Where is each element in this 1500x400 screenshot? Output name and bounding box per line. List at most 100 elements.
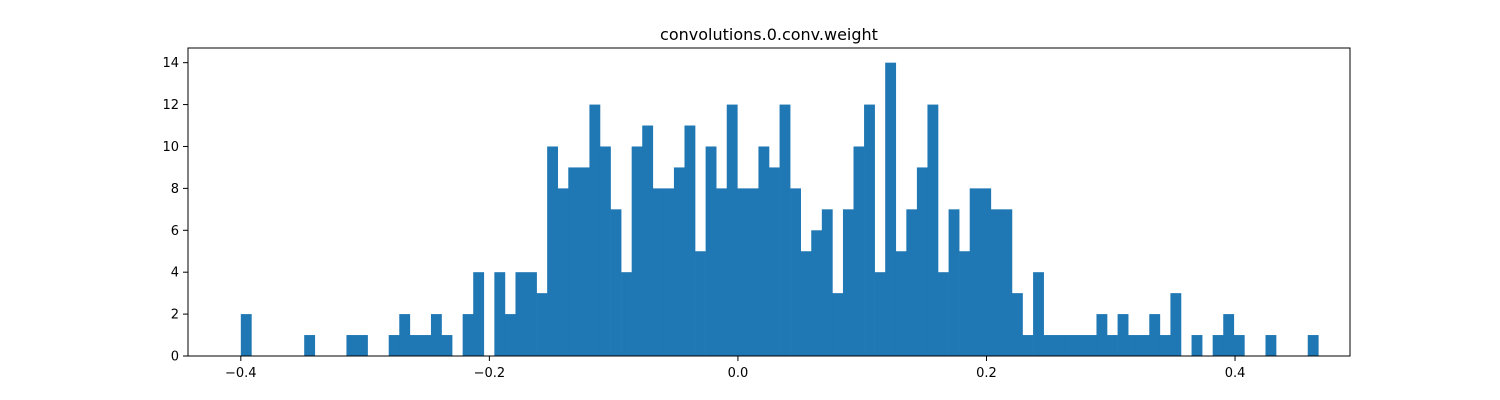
y-tick-label: 2 [171,308,179,323]
histogram-bar [832,293,844,356]
histogram-bar [599,146,611,356]
histogram-bar [747,188,759,356]
histogram-bar [526,272,537,356]
histogram-bar [1223,314,1235,356]
histogram-bar [938,272,949,356]
histogram-bar [811,230,823,356]
histogram-bar [1096,314,1108,356]
histogram-bar [1033,272,1044,356]
x-axis-ticks: −0.4 −0.2 0.0 0.2 0.4 [225,356,1245,381]
histogram-bar [1138,335,1150,356]
histogram-bar [504,314,516,356]
x-tick-label: −0.2 [474,366,506,381]
histogram-bar [980,188,992,356]
histogram-bar [441,335,453,356]
histogram-bar [1075,335,1087,356]
histogram-bar [610,209,622,356]
histogram-bar [853,146,865,356]
y-tick-label: 12 [162,98,179,113]
histogram-bar [895,251,907,356]
histogram-bar [1159,335,1171,356]
histogram-bar [716,188,728,356]
histogram-bar [642,125,654,357]
histogram-bar [1212,335,1224,356]
histogram-bar [388,335,400,356]
histogram-bar [758,146,770,356]
histogram-bar [589,104,601,356]
histogram-bar [864,104,875,356]
histogram-bar [346,335,358,356]
histogram-bar [800,251,812,356]
histogram-bar [578,167,590,356]
y-tick-label: 14 [162,56,179,71]
histogram-bar [1022,335,1034,356]
histogram-bar [631,146,643,356]
y-axis-ticks: 0 2 4 6 8 10 12 14 [162,56,188,365]
y-tick-label: 0 [171,350,179,365]
plot-area-frame [187,47,1351,357]
y-tick-label: 4 [171,266,179,281]
histogram-bar [948,209,960,356]
histogram-bar [399,314,411,356]
histogram-bar [462,314,474,356]
histogram-bar [885,62,897,357]
histogram-bar [684,125,696,357]
histogram-bar [1149,314,1161,356]
histogram-bar [726,104,738,356]
histogram-bar [769,167,780,356]
histogram-bar [1307,335,1319,356]
histogram-bar [1011,293,1023,356]
y-tick-label: 6 [171,224,179,239]
histogram-bar [1265,335,1277,356]
histogram-bar [652,188,664,356]
histogram-bar [842,209,854,356]
y-tick-label: 8 [171,182,179,197]
histogram-bar [1064,335,1076,356]
x-tick-label: 0.2 [976,366,997,381]
histogram-bar [916,167,928,356]
histogram-bar [409,335,421,356]
histogram-bar [240,314,252,356]
histogram-bar [547,146,559,356]
x-tick-label: 0.4 [1225,366,1246,381]
histogram-bar [927,104,939,356]
histogram-bars [240,62,1319,357]
histogram-bar [663,188,675,356]
histogram-bar [705,146,717,356]
histogram-bar [557,188,569,356]
histogram-bar [1085,335,1097,356]
histogram-bar [568,167,580,356]
histogram-bar [494,272,506,356]
histogram-bar [821,209,833,356]
histogram-bar [357,335,368,356]
histogram-bar [1043,335,1055,356]
histogram-bar [695,251,706,356]
histogram-bar [1170,293,1182,356]
x-tick-label: −0.4 [225,366,257,381]
histogram-bar [430,314,442,356]
histogram-bar [1117,314,1129,356]
histogram-bar [515,272,527,356]
histogram-bar [959,251,971,356]
histogram-bar [1128,335,1140,356]
y-tick-label: 10 [162,140,179,155]
histogram-bar [779,104,791,356]
histogram-bar [304,335,316,356]
histogram-bar [1001,209,1013,356]
histogram-bar [737,188,749,356]
histogram-bar [473,272,485,356]
chart-title: convolutions.0.conv.weight [660,25,878,44]
histogram-bar [990,209,1002,356]
histogram-bar [420,335,432,356]
histogram-bar [969,188,981,356]
histogram-bar [536,293,548,356]
histogram-bar [1107,335,1118,356]
histogram-bar [1191,335,1203,356]
histogram-bar [790,188,801,356]
histogram-bar [1054,335,1066,356]
histogram-bar [874,272,886,356]
x-tick-label: 0.0 [728,366,749,381]
histogram-bar [673,167,685,356]
histogram-bar [1233,335,1245,356]
